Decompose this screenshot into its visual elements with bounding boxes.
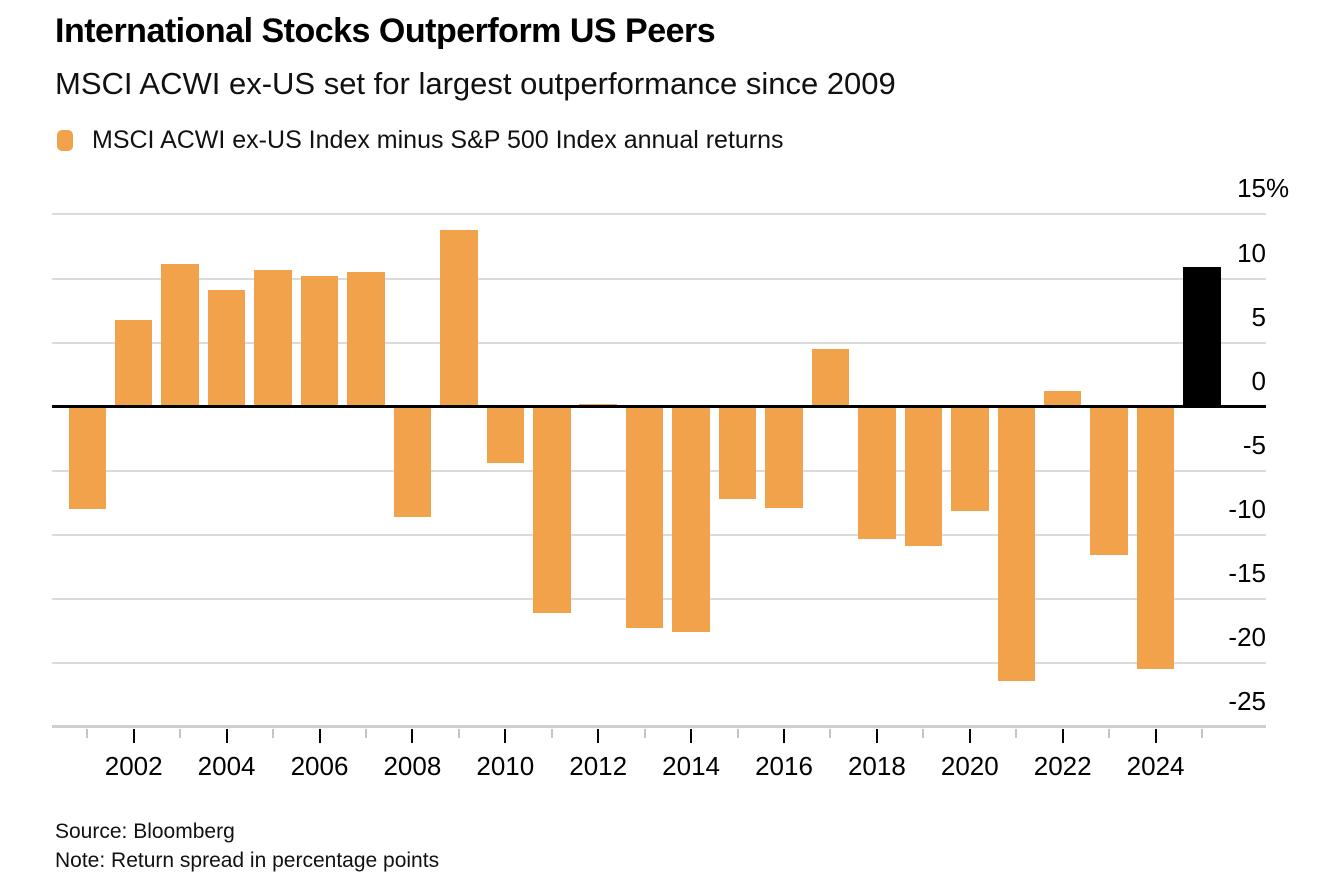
x-minor-tick-2015 <box>736 729 739 738</box>
x-minor-tick-2025 <box>1201 729 1204 738</box>
x-label-2016: 2016 <box>755 751 813 781</box>
x-label-2006: 2006 <box>290 751 349 781</box>
legend-swatch-icon <box>57 130 73 151</box>
x-label-2010: 2010 <box>476 751 535 781</box>
x-minor-tick-2001 <box>86 729 89 738</box>
bar-2019 <box>904 406 943 547</box>
bar-2011 <box>533 406 571 614</box>
chart-title: International Stocks Outperform US Peers <box>55 12 716 50</box>
y-label-5: 5 <box>1251 301 1266 332</box>
gridline-10 <box>52 277 1266 280</box>
y-label--10: -10 <box>1228 493 1266 524</box>
chart-subtitle: MSCI ACWI ex-US set for largest outperfo… <box>55 66 896 101</box>
gridline--20 <box>52 662 1266 665</box>
bar-2020 <box>951 406 989 511</box>
x-tick-2016 <box>783 729 785 743</box>
source-note: Source: Bloomberg Note: Return spread in… <box>55 817 439 875</box>
bar-2002 <box>114 319 153 407</box>
y-label--20: -20 <box>1228 622 1266 653</box>
bar-2016 <box>765 406 803 508</box>
bar-2025 <box>1183 266 1221 407</box>
y-label--5: -5 <box>1242 429 1266 460</box>
x-tick-2014 <box>690 729 693 743</box>
x-tick-2008 <box>411 729 414 743</box>
bar-2008 <box>393 406 432 517</box>
x-tick-2006 <box>318 729 321 743</box>
x-tick-2004 <box>225 729 228 743</box>
x-minor-tick-2011 <box>550 729 553 738</box>
note-line: Note: Return spread in percentage points <box>55 849 440 872</box>
x-tick-2022 <box>1061 729 1064 743</box>
x-minor-tick-2017 <box>829 729 832 738</box>
legend: MSCI ACWI ex-US Index minus S&P 500 Inde… <box>57 126 784 155</box>
x-label-2008: 2008 <box>383 751 442 781</box>
x-minor-tick-2019 <box>922 729 925 738</box>
y-label-10: 10 <box>1237 237 1266 268</box>
x-label-2022: 2022 <box>1033 751 1092 781</box>
x-label-2002: 2002 <box>104 751 163 781</box>
bar-2009 <box>440 229 478 407</box>
x-minor-tick-2005 <box>272 729 275 738</box>
x-minor-tick-2009 <box>457 729 460 738</box>
y-label--15: -15 <box>1228 558 1266 588</box>
bar-2004 <box>207 290 246 407</box>
x-tick-2024 <box>1154 729 1157 743</box>
x-label-2018: 2018 <box>847 751 906 781</box>
x-label-2012: 2012 <box>569 751 628 781</box>
gridline-15 <box>52 213 1266 216</box>
bar-2017 <box>811 349 850 407</box>
x-tick-2010 <box>504 729 507 743</box>
percent-suffix: % <box>1266 173 1290 204</box>
x-minor-tick-2007 <box>364 729 367 738</box>
x-minor-tick-2021 <box>1015 729 1018 738</box>
x-tick-2020 <box>968 729 971 743</box>
x-tick-2012 <box>597 729 600 743</box>
x-label-2014: 2014 <box>662 751 721 781</box>
x-label-2024: 2024 <box>1126 751 1185 781</box>
bar-2003 <box>161 264 199 407</box>
bar-2010 <box>486 406 525 464</box>
y-label-0: 0 <box>1251 365 1266 396</box>
bar-2013 <box>625 406 664 629</box>
x-label-2004: 2004 <box>197 751 256 781</box>
bar-2022 <box>1043 391 1082 407</box>
zero-axis-line <box>52 405 1266 409</box>
x-axis-baseline <box>52 725 1266 728</box>
bar-2006 <box>300 275 339 407</box>
source-line: Source: Bloomberg <box>55 820 235 843</box>
bar-2015 <box>718 406 757 499</box>
y-label--25: -25 <box>1228 686 1266 717</box>
x-minor-tick-2013 <box>643 729 646 738</box>
x-label-2020: 2020 <box>940 751 999 781</box>
x-minor-tick-2023 <box>1108 729 1111 738</box>
x-tick-2018 <box>875 729 878 743</box>
bar-2021 <box>997 406 1035 682</box>
bar-2023 <box>1090 406 1128 556</box>
bar-2014 <box>672 406 710 633</box>
gridline-5 <box>52 341 1266 344</box>
bar-2005 <box>254 269 292 407</box>
y-label-15: 15% <box>1237 173 1290 204</box>
bar-2024 <box>1136 406 1175 670</box>
x-tick-2002 <box>132 729 135 743</box>
bar-2007 <box>347 272 385 407</box>
legend-label: MSCI ACWI ex-US Index minus S&P 500 Inde… <box>92 126 784 154</box>
bar-2001 <box>68 406 106 510</box>
bar-2018 <box>858 406 896 539</box>
x-minor-tick-2003 <box>179 729 182 738</box>
